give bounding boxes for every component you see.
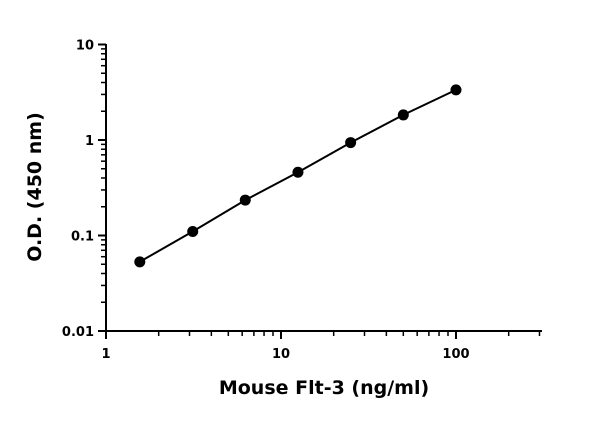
y-axis-title: O.D. (450 nm) xyxy=(24,112,46,262)
data-point xyxy=(450,84,462,96)
data-points xyxy=(134,84,462,268)
data-point xyxy=(345,137,357,149)
data-point xyxy=(134,256,146,268)
x-axis-title: Mouse Flt-3 (ng/ml) xyxy=(219,377,429,399)
ticks: 1 10 100 0.01 0.1 1 10 xyxy=(62,39,541,362)
data-point xyxy=(397,109,409,121)
x-tick-label: 100 xyxy=(442,347,469,362)
axes xyxy=(105,44,542,332)
y-tick-label: 10 xyxy=(76,39,94,54)
y-tick-label: 1 xyxy=(85,134,94,149)
y-tick-label: 0.01 xyxy=(62,325,94,340)
y-tick-label: 0.1 xyxy=(71,230,94,245)
x-tick-label: 10 xyxy=(272,347,290,362)
x-tick-label: 1 xyxy=(101,347,110,362)
data-point xyxy=(187,226,199,238)
data-point xyxy=(239,194,251,206)
data-point xyxy=(292,166,304,178)
